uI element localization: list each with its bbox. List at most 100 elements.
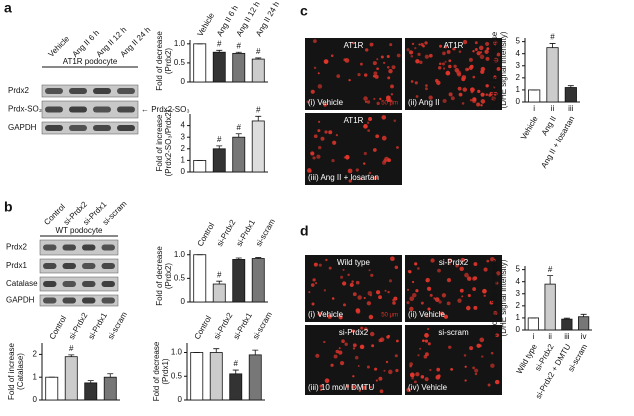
cell — [415, 289, 419, 293]
cell — [330, 363, 334, 367]
cell — [476, 343, 481, 348]
cell — [429, 368, 432, 372]
cell — [387, 158, 391, 163]
cell — [367, 129, 371, 132]
error-bar — [255, 57, 262, 60]
cell — [458, 50, 462, 53]
cell — [476, 102, 481, 107]
cell — [365, 48, 369, 52]
band — [69, 106, 87, 113]
cell — [366, 301, 372, 306]
bar — [251, 58, 265, 83]
cell — [483, 267, 488, 272]
cell — [490, 351, 494, 355]
cell — [311, 302, 315, 306]
cell — [495, 281, 499, 285]
cell — [462, 87, 468, 92]
cell — [493, 57, 499, 63]
cell — [427, 307, 431, 311]
cell — [386, 65, 390, 69]
error-bar — [580, 313, 587, 317]
cell — [343, 58, 347, 62]
cell — [366, 100, 371, 104]
cell — [406, 387, 411, 392]
cell — [319, 388, 323, 391]
error-bar — [255, 257, 262, 259]
row-label: Catalase — [6, 279, 38, 288]
row-label: GAPDH — [6, 296, 35, 305]
cell — [395, 368, 399, 373]
y-tick-label: 1 — [33, 372, 38, 381]
cell — [493, 43, 496, 46]
cell — [364, 100, 367, 103]
cell — [375, 290, 381, 295]
band — [82, 297, 96, 304]
significance: # — [550, 33, 555, 42]
cell — [373, 71, 378, 76]
cell — [408, 270, 412, 274]
cell — [415, 95, 419, 98]
y-axis-label: Fold of decrease — [155, 31, 164, 91]
cell — [376, 67, 379, 71]
cell — [451, 47, 455, 51]
cell — [411, 42, 415, 46]
cell — [317, 312, 322, 316]
scale-label: 50 μm — [381, 313, 398, 319]
cell — [459, 266, 464, 272]
bar — [45, 376, 59, 401]
band — [45, 125, 63, 131]
cell — [472, 287, 477, 291]
cell — [370, 273, 374, 277]
y-tick-label: 1.0 — [171, 348, 183, 357]
cell — [383, 369, 386, 372]
cell — [387, 290, 390, 294]
cell — [335, 134, 338, 137]
caption: (ii) Vehicle — [408, 310, 445, 319]
cell — [366, 365, 370, 369]
cell — [352, 330, 355, 333]
cell — [428, 95, 433, 100]
cell — [375, 134, 380, 139]
cell — [369, 386, 373, 389]
error-bar — [563, 317, 570, 320]
cell — [310, 151, 315, 156]
cell — [494, 379, 500, 385]
cell — [429, 293, 433, 297]
caption: (ii) Ang II — [408, 98, 440, 107]
cell — [439, 311, 444, 316]
cell — [345, 384, 350, 388]
cell — [430, 258, 435, 263]
cell — [496, 52, 501, 57]
micrograph — [305, 113, 402, 185]
cell — [409, 296, 415, 302]
bar — [527, 317, 539, 331]
cell — [325, 258, 328, 262]
significance: # — [237, 123, 242, 132]
y-tick-label: 0.5 — [174, 58, 186, 67]
cell — [453, 64, 457, 69]
x-tick-label: si-scram — [254, 217, 277, 248]
cell — [323, 59, 329, 64]
y-tick-label: 4 — [516, 49, 521, 58]
cell — [485, 84, 489, 88]
cell — [347, 273, 350, 277]
cell — [351, 280, 354, 283]
cell — [313, 39, 317, 43]
cell — [418, 43, 421, 46]
y-tick-label: 3 — [516, 61, 521, 70]
band — [117, 88, 135, 94]
blot-title: WT podocyte — [56, 226, 104, 235]
cell — [409, 306, 414, 312]
significance: # — [256, 47, 261, 56]
cell — [417, 52, 421, 57]
x-tick-label: si-scram — [106, 310, 129, 341]
cell — [450, 367, 453, 371]
y-axis-label: (Prdx2-SO₃/Prdx2) — [164, 109, 173, 176]
cell — [424, 333, 429, 338]
cell — [464, 365, 467, 368]
cell — [464, 272, 469, 278]
cell — [363, 151, 367, 156]
cell — [376, 101, 380, 106]
band — [101, 263, 115, 269]
band — [101, 281, 115, 287]
